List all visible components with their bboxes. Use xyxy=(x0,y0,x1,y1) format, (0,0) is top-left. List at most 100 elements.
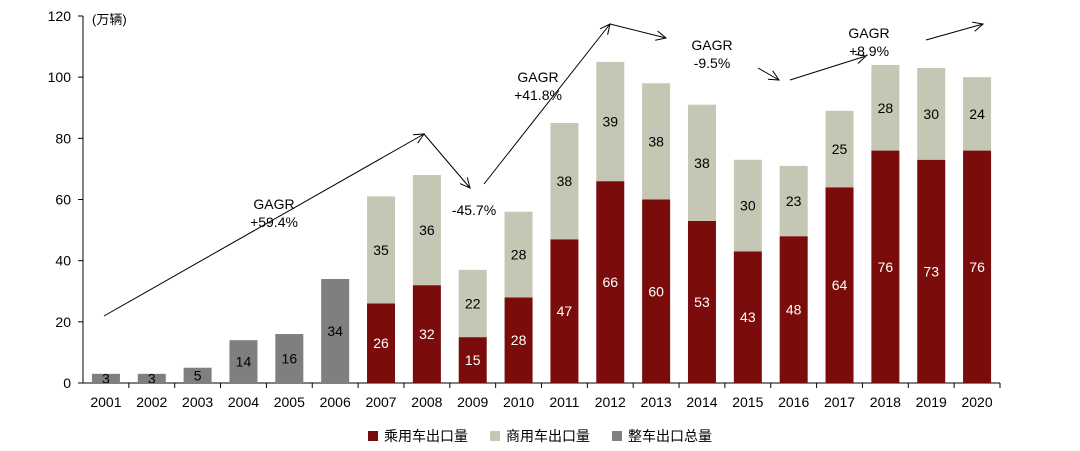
data-labels: 3 3 514 16342635323615222828473866396038533… xyxy=(102,100,985,387)
data-label: 60 xyxy=(648,283,664,299)
data-label: 26 xyxy=(373,335,389,351)
y-tick-label: 80 xyxy=(55,130,71,146)
annotation-text: GAGR xyxy=(848,25,889,41)
bar xyxy=(550,239,579,383)
bar xyxy=(412,175,441,286)
bar xyxy=(733,251,762,383)
bars xyxy=(91,61,992,383)
bar xyxy=(687,220,716,383)
x-tick-label: 2020 xyxy=(961,394,992,410)
bar xyxy=(183,367,212,383)
bar xyxy=(733,159,762,252)
x-tick-label: 2014 xyxy=(686,394,717,410)
trend-arrow-line xyxy=(609,23,667,39)
x-tick-label: 2019 xyxy=(916,394,947,410)
y-tick-label: 20 xyxy=(55,314,71,330)
y-tick-label: 0 xyxy=(63,375,71,391)
legend-label: 商用车出口量 xyxy=(506,429,590,445)
trend-arrow-line xyxy=(103,133,425,317)
bar xyxy=(550,123,579,240)
bar xyxy=(963,77,992,151)
bar xyxy=(275,334,304,383)
legend-item: 商用车出口量 xyxy=(490,424,590,448)
x-tick-label: 2007 xyxy=(365,394,396,410)
data-label: 36 xyxy=(419,222,435,238)
annotation-text: +8.9% xyxy=(849,43,889,59)
annotation-text: GAGR xyxy=(691,37,732,53)
trend-arrow-head xyxy=(459,177,471,189)
data-label: 53 xyxy=(694,294,710,310)
x-tick-label: 2013 xyxy=(641,394,672,410)
data-label: 3 xyxy=(102,370,110,386)
data-label: 34 xyxy=(327,323,343,339)
x-tick-label: 2017 xyxy=(824,394,855,410)
legend-label: 乘用车出口量 xyxy=(384,429,468,445)
y-tick-label: 120 xyxy=(48,8,72,24)
x-tick-label: 2012 xyxy=(595,394,626,410)
trend-arrow-head xyxy=(655,30,668,41)
bar xyxy=(458,337,487,383)
data-label: 32 xyxy=(419,326,435,342)
data-label: 28 xyxy=(511,247,527,263)
bar xyxy=(321,279,350,383)
legend: 乘用车出口量 商用车出口量 整车出口总量 xyxy=(0,424,1080,448)
data-label: 28 xyxy=(511,332,527,348)
y-tick-label: 40 xyxy=(55,253,71,269)
bar xyxy=(871,150,900,383)
bar xyxy=(367,303,396,383)
x-tick-label: 2001 xyxy=(90,394,121,410)
trend-arrow-line xyxy=(789,55,867,81)
bar xyxy=(458,269,487,338)
legend-swatch xyxy=(368,431,378,441)
x-tick-label: 2011 xyxy=(549,394,579,410)
trend-arrow-head xyxy=(767,70,780,81)
data-label: 3 xyxy=(148,370,156,386)
legend-item: 乘用车出口量 xyxy=(368,424,468,448)
trend-arrow-head xyxy=(855,53,868,64)
data-label: 38 xyxy=(648,133,664,149)
bar xyxy=(917,159,946,383)
bar xyxy=(779,165,808,237)
x-tick-label: 2003 xyxy=(182,394,213,410)
annotation-text: GAGR xyxy=(517,69,558,85)
annotations: GAGR +59.4% -45.7% GAGR +41.8% GAGR -9.5% GAGR +… xyxy=(103,21,985,317)
bar xyxy=(504,211,533,298)
annotation-text: +41.8% xyxy=(514,87,562,103)
y-tick-label: 60 xyxy=(55,192,71,208)
data-label: 73 xyxy=(923,263,939,279)
bar xyxy=(825,110,854,188)
x-tick-label: 2005 xyxy=(274,394,305,410)
unit-label: (万辆) xyxy=(92,12,127,27)
data-label: 43 xyxy=(740,309,756,325)
annotation-text: +59.4% xyxy=(250,214,298,230)
data-label: 39 xyxy=(602,114,618,130)
x-tick-label: 2006 xyxy=(320,394,351,410)
trend-arrow-line xyxy=(483,23,611,185)
x-tick-label: 2016 xyxy=(778,394,809,410)
bar xyxy=(412,285,441,383)
bar xyxy=(137,373,166,383)
legend-label: 整车出口总量 xyxy=(628,429,712,445)
data-label: 66 xyxy=(602,274,618,290)
trend-arrow-line xyxy=(925,23,984,41)
bar xyxy=(504,297,533,383)
x-tick-label: 2002 xyxy=(136,394,167,410)
data-label: 64 xyxy=(832,277,848,293)
annotation-text: -9.5% xyxy=(694,55,731,71)
bar xyxy=(642,83,671,200)
x-tick-label: 2009 xyxy=(457,394,488,410)
data-label: 76 xyxy=(969,259,985,275)
bar xyxy=(825,187,854,383)
trend-arrow-line xyxy=(423,133,471,189)
annotation-text: -45.7% xyxy=(452,202,496,218)
legend-swatch xyxy=(490,431,500,441)
bar xyxy=(779,236,808,383)
data-label: 30 xyxy=(923,106,939,122)
bar xyxy=(642,199,671,383)
x-tick-label: 2018 xyxy=(870,394,901,410)
legend-swatch xyxy=(612,431,622,441)
bar xyxy=(91,373,120,383)
bar xyxy=(596,181,625,383)
bar xyxy=(963,150,992,383)
bar xyxy=(229,340,258,383)
